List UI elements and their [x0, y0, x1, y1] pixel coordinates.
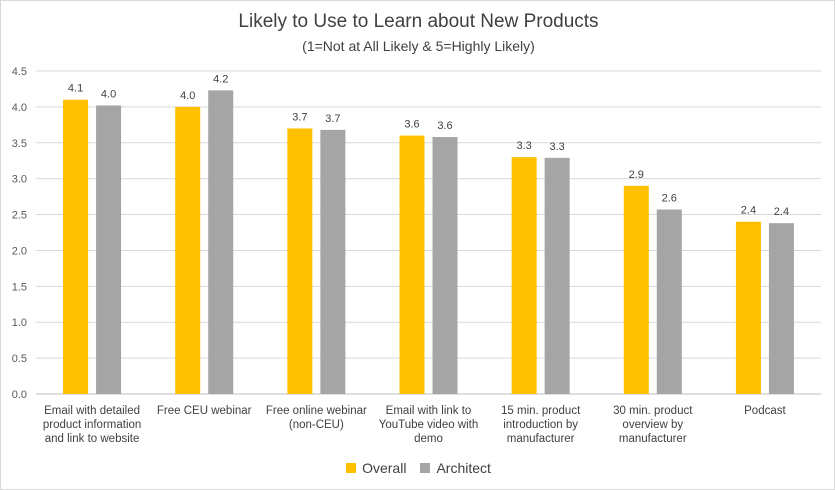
- data-label: 2.4: [774, 206, 789, 218]
- data-label: 3.7: [292, 111, 307, 123]
- x-tick-label: Email with detailed: [44, 405, 140, 417]
- bar-overall: [175, 106, 201, 394]
- data-label: 4.0: [101, 88, 116, 100]
- y-tick-label: 2.0: [12, 245, 27, 257]
- x-tick-label: 30 min. product: [613, 405, 693, 417]
- bar-overall: [287, 128, 313, 394]
- x-tick-label: Podcast: [744, 405, 786, 417]
- chart-legend: Overall Architect: [1, 460, 835, 476]
- x-tick-label: introduction by: [503, 419, 578, 431]
- legend-swatch-overall: [346, 463, 357, 473]
- data-label: 3.6: [437, 120, 452, 132]
- bar-architect: [320, 129, 346, 394]
- data-label: 3.7: [325, 113, 340, 125]
- x-tick-label: manufacturer: [507, 433, 575, 445]
- bar-overall: [399, 135, 425, 394]
- legend-label-overall: Overall: [362, 460, 407, 476]
- data-label: 4.0: [180, 90, 195, 102]
- x-tick-label: demo: [414, 433, 443, 445]
- y-tick-label: 0.0: [12, 389, 27, 401]
- x-tick-label: product information: [43, 419, 141, 431]
- legend-label-architect: Architect: [436, 460, 491, 476]
- y-tick-label: 2.5: [12, 210, 27, 222]
- data-label: 2.6: [662, 193, 677, 205]
- x-tick-label: Free online webinar: [266, 405, 367, 417]
- y-tick-label: 4.5: [12, 66, 27, 78]
- bar-overall: [63, 99, 89, 394]
- bar-overall: [511, 157, 537, 394]
- data-label: 4.1: [68, 83, 83, 95]
- y-tick-label: 3.0: [12, 174, 27, 186]
- bar-architect: [96, 105, 122, 394]
- x-tick-label: overview by: [622, 419, 683, 431]
- data-label: 3.6: [404, 119, 419, 131]
- x-tick-label: Email with link to: [386, 405, 472, 417]
- x-tick-label: (non-CEU): [289, 419, 344, 431]
- bar-architect: [432, 137, 458, 394]
- x-tick-label: 15 min. product: [501, 405, 581, 417]
- legend-item-architect: Architect: [420, 460, 491, 476]
- chart-subtitle: (1=Not at All Likely & 5=Highly Likely): [302, 38, 535, 54]
- y-tick-label: 1.5: [12, 281, 27, 293]
- x-tick-label: and link to website: [45, 433, 140, 445]
- x-tick-label: Free CEU webinar: [157, 405, 252, 417]
- data-label: 2.9: [629, 169, 644, 181]
- data-label: 2.4: [741, 205, 756, 217]
- x-tick-label: YouTube video with: [379, 419, 479, 431]
- bar-overall: [735, 221, 761, 394]
- x-tick-label: manufacturer: [619, 433, 687, 445]
- data-label: 3.3: [516, 140, 531, 152]
- data-label: 3.3: [549, 141, 564, 153]
- data-label: 4.2: [213, 73, 228, 85]
- bar-chart-plot: 0.0 0.5 1.0 1.5 2.0 2.5 3.0 3.5 4.0 4.5 4.1 4.0 Emai…: [12, 66, 821, 445]
- y-tick-label: 0.5: [12, 353, 27, 365]
- bar-architect: [208, 90, 234, 394]
- bar-architect: [768, 223, 794, 394]
- bar-overall: [623, 185, 649, 394]
- y-tick-label: 4.0: [12, 102, 27, 114]
- legend-swatch-architect: [420, 463, 431, 473]
- y-tick-label: 3.5: [12, 138, 27, 150]
- legend-item-overall: Overall: [346, 460, 406, 476]
- bar-architect: [544, 157, 570, 394]
- y-tick-label: 1.0: [12, 317, 27, 329]
- bar-architect: [656, 209, 682, 394]
- chart-title: Likely to Use to Learn about New Product…: [238, 11, 599, 32]
